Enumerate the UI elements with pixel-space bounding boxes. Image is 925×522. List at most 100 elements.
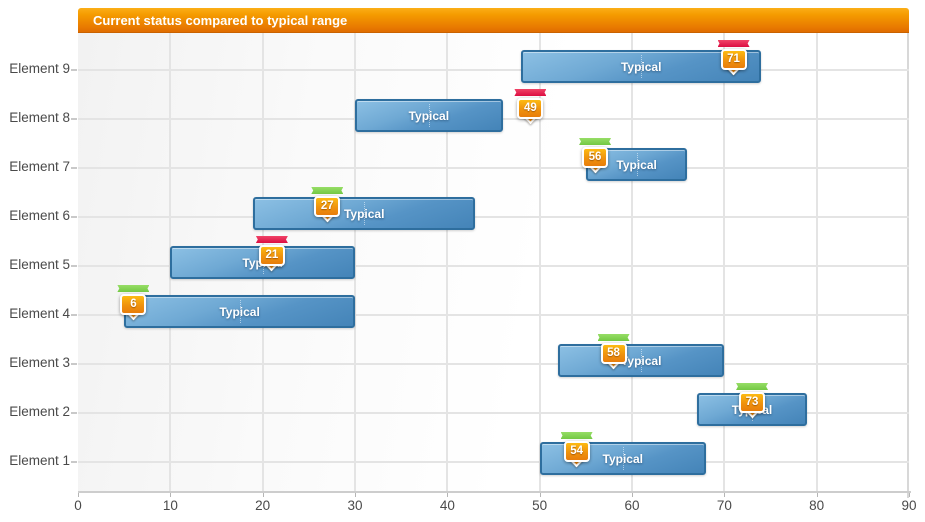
typical-range-bar[interactable]: Typical bbox=[124, 295, 355, 328]
status-ribbon-red bbox=[717, 40, 750, 47]
y-axis-tick bbox=[71, 363, 77, 365]
range-midpoint-line bbox=[641, 55, 643, 78]
x-axis-label: 70 bbox=[716, 498, 732, 513]
y-axis-tick bbox=[71, 118, 77, 120]
x-axis-label: 10 bbox=[162, 498, 178, 513]
horizontal-gridline bbox=[78, 314, 909, 316]
x-axis-label: 30 bbox=[347, 498, 363, 513]
plot-area: Typical71Typical49Typical56Typical27Typi… bbox=[78, 33, 909, 498]
current-value-badge: 21 bbox=[258, 245, 285, 266]
chart-title-bar: Current status compared to typical range bbox=[78, 8, 909, 33]
x-axis-tick bbox=[355, 493, 356, 497]
y-axis-label: Element 3 bbox=[9, 355, 70, 370]
current-value-badge: 73 bbox=[739, 392, 766, 413]
typical-range-label: Typical bbox=[620, 59, 662, 74]
x-axis-label: 40 bbox=[439, 498, 455, 513]
current-value-marker[interactable]: 58 bbox=[597, 334, 631, 389]
typical-range-label: Typical bbox=[602, 451, 643, 466]
current-value-badge: 71 bbox=[720, 49, 747, 70]
chart-row: Typical 6 bbox=[78, 285, 909, 340]
horizontal-gridline bbox=[78, 265, 909, 267]
current-value-marker[interactable]: 6 bbox=[116, 285, 150, 340]
typical-range-label: Typical bbox=[343, 206, 385, 221]
current-value-marker[interactable]: 49 bbox=[513, 89, 547, 144]
chart-row: Typical21 bbox=[78, 236, 909, 291]
current-value-marker[interactable]: 56 bbox=[578, 138, 612, 193]
current-value-marker[interactable]: 27 bbox=[310, 187, 344, 242]
y-axis-label: Element 1 bbox=[9, 453, 70, 468]
chart-row: Typical 54 bbox=[78, 432, 909, 487]
chart-row: Typical73 bbox=[78, 383, 909, 438]
horizontal-gridline bbox=[78, 461, 909, 463]
chart-row: Typical 58 bbox=[78, 334, 909, 389]
y-axis-tick bbox=[71, 412, 77, 414]
current-value-badge: 58 bbox=[600, 343, 627, 364]
y-axis-tick bbox=[71, 167, 77, 169]
range-midpoint-line bbox=[364, 202, 366, 225]
status-ribbon-green bbox=[311, 187, 344, 194]
y-axis-tick bbox=[71, 265, 77, 267]
horizontal-gridline bbox=[78, 216, 909, 218]
x-axis-tick bbox=[724, 493, 726, 497]
typical-range-label: Typical bbox=[219, 304, 260, 319]
current-value-badge: 6 bbox=[120, 294, 147, 315]
x-axis-label: 80 bbox=[809, 498, 825, 513]
x-axis-label: 0 bbox=[74, 498, 82, 513]
horizontal-gridline bbox=[78, 167, 909, 169]
y-axis-label: Element 8 bbox=[9, 110, 70, 125]
current-value-badge: 27 bbox=[314, 196, 341, 217]
chart-row: Typical 56 bbox=[78, 138, 909, 193]
x-axis-tick bbox=[539, 493, 541, 497]
range-midpoint-line bbox=[636, 153, 638, 176]
status-ribbon-green bbox=[597, 334, 630, 341]
y-axis-tick bbox=[71, 216, 77, 218]
x-axis-label: 50 bbox=[532, 498, 548, 513]
vertical-gridline bbox=[446, 33, 449, 493]
vertical-gridline bbox=[723, 33, 726, 493]
range-midpoint-line bbox=[641, 349, 643, 372]
x-axis-label: 90 bbox=[901, 498, 917, 513]
y-axis-tick bbox=[71, 314, 77, 316]
current-value-marker[interactable]: 54 bbox=[560, 432, 594, 487]
horizontal-gridline bbox=[78, 69, 909, 71]
current-value-marker[interactable]: 73 bbox=[735, 383, 769, 438]
status-ribbon-green bbox=[560, 432, 593, 439]
x-axis-tick bbox=[632, 493, 633, 497]
status-ribbon-green bbox=[117, 285, 150, 292]
x-axis-label: 60 bbox=[624, 498, 640, 513]
typical-range-label: Typical bbox=[408, 108, 450, 123]
x-axis-line bbox=[78, 491, 911, 493]
current-value-badge: 56 bbox=[582, 147, 609, 168]
typical-range-bar[interactable]: Typical bbox=[253, 197, 476, 230]
y-axis-label: Element 6 bbox=[9, 208, 70, 223]
status-ribbon-green bbox=[736, 383, 769, 390]
x-axis-tick bbox=[816, 493, 818, 497]
typical-range-bar[interactable]: Typical bbox=[558, 344, 725, 377]
x-axis-label: 20 bbox=[255, 498, 271, 513]
x-axis-tick bbox=[170, 493, 172, 497]
x-axis-tick bbox=[447, 493, 449, 497]
chart-row: Typical 49 bbox=[78, 89, 909, 144]
current-value-badge: 54 bbox=[563, 441, 590, 462]
current-value-marker[interactable]: 21 bbox=[255, 236, 289, 291]
vertical-gridline bbox=[815, 33, 818, 493]
status-ribbon-green bbox=[579, 138, 612, 145]
y-axis-label: Element 4 bbox=[9, 306, 70, 321]
chart-row: Typical 27 bbox=[78, 187, 909, 242]
chart-row: Typical 71 bbox=[78, 40, 909, 95]
range-midpoint-line bbox=[239, 300, 241, 323]
y-axis-label: Element 5 bbox=[9, 257, 70, 272]
status-ribbon-red bbox=[514, 89, 547, 96]
typical-range-label: Typical bbox=[620, 353, 662, 368]
y-axis-tick bbox=[71, 461, 77, 463]
status-ribbon-red bbox=[255, 236, 288, 243]
horizontal-gridline bbox=[78, 363, 909, 365]
chart-title: Current status compared to typical range bbox=[93, 13, 348, 28]
range-midpoint-line bbox=[622, 447, 624, 470]
x-axis-tick bbox=[262, 493, 264, 497]
current-value-marker[interactable]: 71 bbox=[717, 40, 751, 95]
range-midpoint-line bbox=[428, 104, 430, 127]
typical-range-bar[interactable]: Typical bbox=[354, 99, 503, 132]
vertical-gridline bbox=[630, 33, 633, 493]
